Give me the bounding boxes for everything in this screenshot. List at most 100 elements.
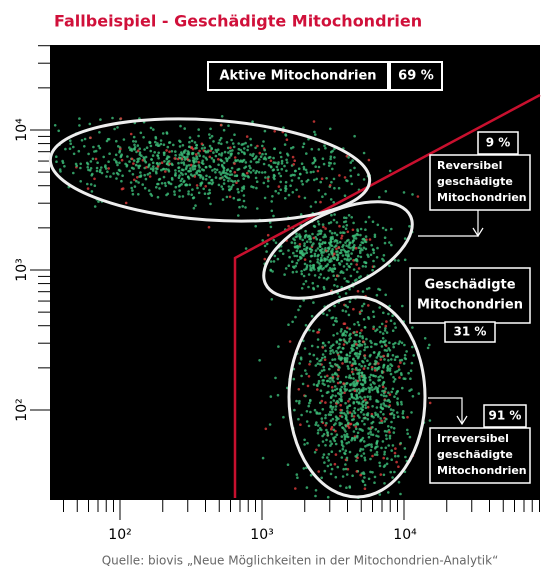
- dot: [381, 376, 385, 379]
- dot: [377, 362, 380, 365]
- label: geschädigte: [437, 175, 513, 188]
- dot: [173, 190, 176, 193]
- dot: [387, 428, 391, 432]
- dot: [298, 362, 302, 365]
- dot: [384, 339, 387, 343]
- dot: [343, 384, 347, 388]
- dot: [364, 247, 368, 251]
- dot: [264, 152, 268, 156]
- gate-irreversible: [287, 295, 427, 499]
- dot: [93, 205, 97, 208]
- dot: [195, 160, 198, 163]
- dot: [274, 376, 277, 380]
- dot: [188, 140, 191, 144]
- dot: [327, 164, 331, 167]
- dot: [221, 165, 224, 168]
- dot: [322, 162, 326, 166]
- dot: [390, 227, 393, 231]
- dot: [383, 482, 386, 485]
- dot: [355, 366, 358, 370]
- dot: [320, 417, 324, 420]
- dot: [295, 254, 299, 258]
- dot: [336, 351, 340, 355]
- dot: [342, 243, 345, 247]
- dot: [308, 363, 311, 366]
- dot: [396, 415, 400, 419]
- dot: [321, 353, 325, 356]
- dot: [313, 156, 316, 160]
- dot: [367, 215, 371, 219]
- dot: [272, 168, 276, 171]
- dot: [373, 366, 377, 370]
- dot: [370, 368, 374, 371]
- dot: [346, 365, 350, 368]
- dot: [334, 394, 337, 398]
- dot: [350, 252, 353, 255]
- dot: [309, 264, 312, 268]
- dot: [329, 444, 332, 447]
- dot: [353, 279, 357, 282]
- dot: [379, 417, 382, 420]
- dot: [343, 356, 347, 360]
- dot: [233, 156, 237, 159]
- dot: [364, 398, 367, 402]
- dot: [132, 162, 135, 165]
- dot: [179, 171, 183, 175]
- dot: [370, 414, 374, 418]
- dot: [318, 262, 321, 265]
- dot: [94, 157, 98, 161]
- dot: [315, 421, 318, 424]
- dot: [317, 269, 320, 272]
- dot: [241, 160, 244, 163]
- dot: [245, 171, 249, 175]
- dot: [396, 355, 399, 359]
- dot: [402, 416, 406, 420]
- dot: [362, 480, 365, 484]
- dot: [428, 343, 431, 347]
- dot: [249, 171, 253, 174]
- dot: [365, 287, 369, 291]
- dot: [333, 231, 337, 235]
- dot: [388, 430, 391, 434]
- dot: [331, 417, 335, 421]
- dot: [346, 257, 349, 261]
- dot: [380, 370, 384, 373]
- dot: [384, 324, 388, 328]
- dot: [198, 149, 201, 153]
- dot: [165, 157, 169, 161]
- dot: [321, 408, 325, 411]
- dot: [144, 177, 148, 181]
- dot: [358, 368, 362, 372]
- dot: [230, 166, 234, 170]
- dot: [309, 266, 313, 270]
- dot: [339, 231, 342, 234]
- dot: [277, 345, 280, 348]
- dot: [399, 361, 402, 364]
- dot: [228, 177, 231, 180]
- dot: [363, 354, 367, 357]
- dot: [392, 409, 395, 412]
- dot: [283, 273, 286, 276]
- dot: [174, 150, 177, 153]
- dot: [332, 218, 336, 222]
- dot: [411, 193, 414, 196]
- dot: [388, 367, 392, 370]
- dot: [334, 239, 338, 242]
- dot: [367, 304, 370, 307]
- dot: [95, 166, 99, 170]
- dot: [190, 146, 194, 149]
- dot: [197, 128, 200, 131]
- dot: [242, 187, 246, 190]
- dot: [375, 255, 379, 259]
- dot: [222, 169, 226, 172]
- dot: [369, 430, 372, 434]
- dot: [249, 160, 253, 163]
- dot: [251, 120, 254, 123]
- dot: [267, 164, 271, 167]
- dot: [378, 464, 382, 468]
- dot: [229, 154, 233, 157]
- dot: [329, 396, 333, 400]
- dot: [227, 124, 230, 127]
- dot: [221, 176, 224, 179]
- dot: [321, 440, 325, 443]
